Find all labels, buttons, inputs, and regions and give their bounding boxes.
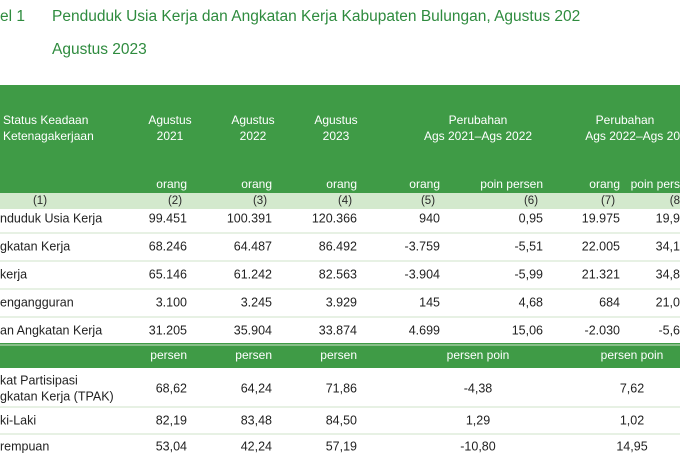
cell: 684 — [599, 295, 620, 309]
unit-label: persen poin — [447, 348, 510, 362]
column-header: 2023 — [323, 129, 350, 143]
column-number: (2) — [168, 195, 182, 207]
column-header: 2022 — [240, 129, 267, 143]
cell: 71,86 — [326, 381, 357, 395]
cell: -3.759 — [405, 239, 440, 253]
column-number: (7) — [601, 195, 615, 207]
cell: 82,19 — [156, 413, 187, 427]
column-header: Ketenagakerjaan — [3, 129, 94, 143]
row-label: gkatan Kerja (TPAK) — [0, 389, 114, 403]
cell: 14,95 — [616, 439, 647, 453]
title: Penduduk Usia Kerja dan Angkatan Kerja K… — [52, 8, 580, 25]
column-number: (6) — [524, 195, 538, 207]
cell: 7,62 — [620, 381, 644, 395]
cell: 82.563 — [319, 267, 357, 281]
cell: 64,24 — [241, 381, 272, 395]
cell: 64.487 — [234, 239, 272, 253]
cell: 68.246 — [149, 239, 187, 253]
cell: 31.205 — [149, 323, 187, 337]
cell: 61.242 — [234, 267, 272, 281]
column-number: (3) — [253, 195, 267, 207]
cell: -5,6 — [658, 323, 680, 337]
cell: -3.904 — [405, 267, 440, 281]
cell: 3.245 — [241, 295, 272, 309]
row-label: ki-Laki — [0, 413, 36, 427]
cell: 65.146 — [149, 267, 187, 281]
cell: 15,06 — [512, 323, 543, 337]
unit-label: orang — [326, 177, 357, 191]
unit-label: poin pers — [631, 177, 680, 191]
cell: 3.100 — [156, 295, 187, 309]
column-header: Status Keadaan — [3, 113, 88, 127]
column-header: Perubahan — [449, 113, 508, 127]
column-number: (1) — [33, 195, 47, 207]
cell: 19.975 — [582, 211, 620, 225]
unit-label: orang — [589, 177, 620, 191]
row-label: rempuan — [0, 439, 49, 453]
cell: -4,38 — [464, 381, 493, 395]
cell: 19,9 — [656, 211, 680, 225]
column-header: 2021 — [157, 129, 184, 143]
column-number: (8 — [670, 195, 680, 207]
cell: 33.874 — [319, 323, 357, 337]
row-label: an Angkatan Kerja — [0, 323, 102, 337]
column-header: Perubahan — [596, 113, 655, 127]
row-label: kerja — [0, 267, 27, 281]
cell: 86.492 — [319, 239, 357, 253]
cell: 99.451 — [149, 211, 187, 225]
cell: -10,80 — [460, 439, 495, 453]
title: Agustus 2023 — [52, 41, 147, 58]
row-label: engangguran — [0, 295, 74, 309]
cell: 0,95 — [519, 211, 543, 225]
row-label: kat Partisipasi — [0, 373, 78, 387]
column-header: Agustus — [314, 113, 357, 127]
cell: 68,62 — [156, 381, 187, 395]
column-number: (5) — [421, 195, 435, 207]
cell: 57,19 — [326, 439, 357, 453]
cell: 4.699 — [409, 323, 440, 337]
cell: 120.366 — [312, 211, 357, 225]
row-label: nduduk Usia Kerja — [0, 211, 102, 225]
cell: 1,02 — [620, 413, 644, 427]
cell: 34,1 — [656, 239, 680, 253]
number-band — [0, 193, 680, 209]
unit-label: orang — [241, 177, 272, 191]
cell: 145 — [419, 295, 440, 309]
cell: 3.929 — [326, 295, 357, 309]
cell: 34,8 — [656, 267, 680, 281]
percent-band — [0, 343, 680, 368]
unit-label: persen poin — [601, 348, 664, 362]
unit-label: orang — [156, 177, 187, 191]
cell: 53,04 — [156, 439, 187, 453]
unit-label: orang — [409, 177, 440, 191]
cell: 22.005 — [582, 239, 620, 253]
cell: 100.391 — [227, 211, 272, 225]
unit-label: persen — [150, 348, 187, 362]
cell: 4,68 — [519, 295, 543, 309]
column-header: Agustus — [231, 113, 274, 127]
unit-label: persen — [320, 348, 357, 362]
row-label: gkatan Kerja — [0, 239, 70, 253]
table-label: el 1 — [0, 8, 25, 25]
header-band — [0, 85, 680, 193]
cell: 84,50 — [326, 413, 357, 427]
cell: 940 — [419, 211, 440, 225]
unit-label: persen — [235, 348, 272, 362]
column-header: Ags 2021–Ags 2022 — [424, 129, 532, 143]
cell: 21.321 — [582, 267, 620, 281]
cell: -5,99 — [515, 267, 544, 281]
cell: -5,51 — [515, 239, 544, 253]
column-number: (4) — [338, 195, 352, 207]
cell: 1,29 — [466, 413, 490, 427]
column-header: Ags 2022–Ags 20 — [585, 129, 680, 143]
cell: 21,0 — [656, 295, 680, 309]
cell: -2.030 — [585, 323, 620, 337]
unit-label: poin persen — [480, 177, 543, 191]
cell: 35.904 — [234, 323, 272, 337]
cell: 83,48 — [241, 413, 272, 427]
cell: 42,24 — [241, 439, 272, 453]
column-header: Agustus — [148, 113, 191, 127]
